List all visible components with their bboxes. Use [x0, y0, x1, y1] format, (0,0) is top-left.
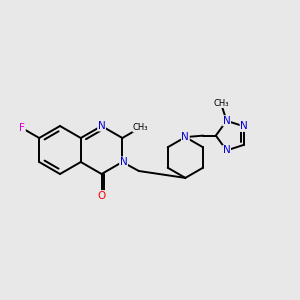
Text: O: O [98, 190, 106, 201]
Text: N: N [240, 122, 248, 131]
Text: N: N [182, 132, 189, 142]
Text: CH₃: CH₃ [213, 99, 229, 108]
Text: N: N [223, 116, 230, 126]
Text: N: N [223, 146, 230, 155]
Text: N: N [120, 157, 128, 167]
Text: F: F [20, 123, 25, 133]
Text: N: N [98, 121, 105, 131]
Text: CH₃: CH₃ [133, 123, 148, 132]
